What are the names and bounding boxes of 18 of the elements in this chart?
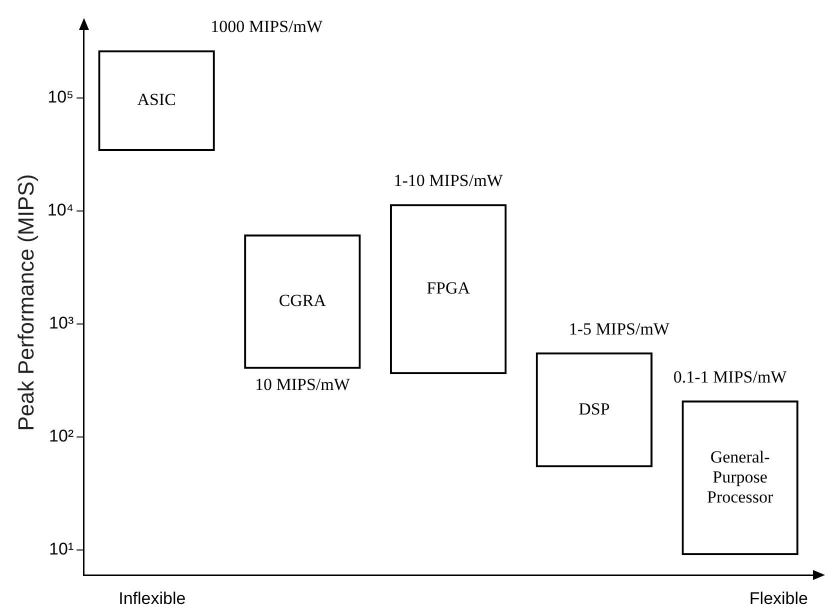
annotation: 1000 MIPS/mW xyxy=(210,17,324,36)
y-tick-label: 10¹ xyxy=(49,540,74,559)
x-tick-label: ASIC xyxy=(137,90,176,110)
annotation: 1-10 MIPS/mW xyxy=(394,171,504,190)
x-tick-label: DSP xyxy=(578,399,610,418)
y-tick-label: 10⁵ xyxy=(48,88,74,107)
annotation: 10 MIPS/mW xyxy=(254,374,351,394)
y-tick-label: 10⁴ xyxy=(47,200,74,220)
x-tick-label: General-Purpose Processor xyxy=(707,447,774,506)
text: Inflexible xyxy=(118,589,186,608)
y-tick-label: 10³ xyxy=(49,314,74,333)
x-tick-label: CGRA xyxy=(278,291,327,310)
text: Flexible xyxy=(749,589,808,608)
annotation: 1-5 MIPS/mW xyxy=(568,319,670,338)
annotation: 0.1-1 MIPS/mW xyxy=(673,368,788,387)
y-tick-label: 10² xyxy=(49,426,74,446)
x-tick-label: FPGA xyxy=(426,278,471,298)
y-axis-title: Peak Performance (MIPS) xyxy=(13,174,38,431)
